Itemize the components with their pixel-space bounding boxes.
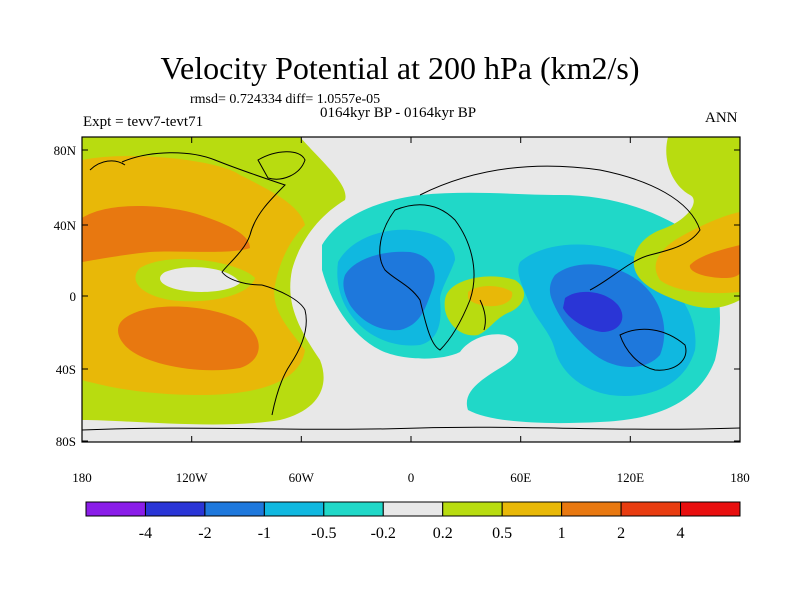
- contour-region-pacific-1: [689, 245, 740, 278]
- colorbar-label: 0.5: [492, 525, 512, 542]
- lon-tick-label: 0: [408, 470, 415, 485]
- colorbar-label: -1: [258, 525, 271, 542]
- lat-tick-label: 40N: [54, 218, 77, 233]
- lon-tick-label: 120E: [617, 470, 645, 485]
- lon-tick-label: 60W: [289, 470, 315, 485]
- contour-region-west-low-gray: [160, 267, 240, 292]
- colorbar-swatch: [263, 501, 325, 517]
- lat-tick-label: 80N: [54, 143, 77, 158]
- colorbar-swatch: [382, 501, 444, 517]
- map-title: Velocity Potential at 200 hPa (km2/s): [160, 50, 640, 86]
- rmsd-diff-stats: rmsd= 0.724334 diff= 1.0557e-05: [190, 92, 381, 107]
- colorbar-label: -4: [139, 525, 152, 542]
- experiment-label: Expt = tevv7-tevt71: [83, 114, 204, 130]
- colorbar-swatch: [323, 501, 384, 517]
- lon-tick-label: 180: [72, 470, 92, 485]
- lon-tick-label: 60E: [510, 470, 531, 485]
- colorbar-swatch: [620, 501, 682, 517]
- contour-field: [82, 137, 740, 442]
- colorbar-swatch: [680, 501, 741, 517]
- contour-region-east-neg-1: [343, 251, 435, 331]
- lat-ticks: 80N 40N 0 40S 80S: [54, 143, 740, 449]
- colorbar: -4 -2 -1 -0.5 -0.2 0.2 0.5 1 2 4: [85, 501, 741, 542]
- lon-tick-label: 180: [730, 470, 750, 485]
- colorbar-label: 2: [617, 525, 625, 542]
- season-label: ANN: [705, 110, 738, 126]
- colorbar-swatch: [204, 501, 265, 517]
- coastlines: [82, 151, 740, 431]
- lat-tick-label: 80S: [56, 434, 76, 449]
- contour-region-east-neg-2: [563, 291, 623, 332]
- colorbar-label: 0.2: [433, 525, 453, 542]
- contour-region-west-1-north: [82, 205, 250, 262]
- contour-region-africa-0.5: [468, 286, 513, 307]
- lat-tick-label: 0: [70, 289, 77, 304]
- colorbar-swatch: [144, 501, 206, 517]
- period-label: 0164kyr BP - 0164kyr BP: [320, 105, 477, 121]
- lon-ticks: 180 120W 60W 0 60E 120E 180: [72, 137, 750, 485]
- lat-tick-label: 40S: [56, 362, 76, 377]
- colorbar-swatch: [85, 501, 146, 517]
- lon-tick-label: 120W: [176, 470, 209, 485]
- colorbar-label: 1: [558, 525, 566, 542]
- colorbar-swatch: [561, 501, 622, 517]
- colorbar-label: -0.5: [311, 525, 336, 542]
- colorbar-swatch: [442, 501, 503, 517]
- colorbar-swatch: [501, 501, 563, 517]
- contour-region-west-1-south: [118, 306, 259, 371]
- colorbar-label: -2: [198, 525, 211, 542]
- colorbar-label: 4: [677, 525, 685, 542]
- colorbar-label: -0.2: [371, 525, 396, 542]
